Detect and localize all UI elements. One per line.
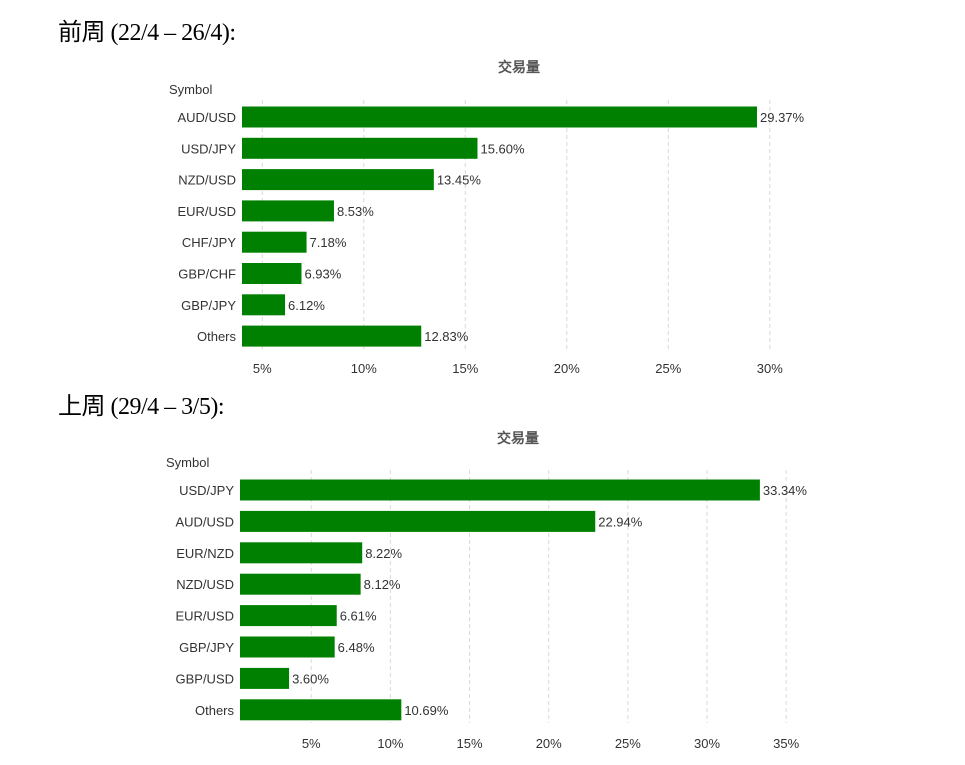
prev-value-label: 7.18% (310, 235, 347, 250)
prev-bar (242, 263, 302, 284)
last-category-label: NZD/USD (176, 577, 234, 592)
last-category-label: AUD/USD (175, 514, 234, 529)
prev-x-tick-label: 15% (452, 361, 478, 376)
last-bar (240, 542, 363, 564)
last-value-label: 3.60% (292, 671, 329, 686)
prev-x-tick-label: 20% (554, 361, 580, 376)
prev-value-label: 6.12% (288, 298, 325, 313)
prev-bar (242, 294, 286, 316)
last-value-label: 6.61% (340, 609, 377, 624)
prev-x-tick-label: 30% (757, 361, 783, 376)
last-value-label: 8.22% (365, 546, 402, 561)
last-bar (240, 636, 335, 658)
prev-bar (242, 200, 334, 222)
prev-bar (242, 137, 478, 159)
last-value-label: 33.34% (763, 483, 808, 498)
last-value-label: 10.69% (404, 703, 449, 718)
prev-category-label: GBP/JPY (181, 298, 236, 313)
prev-value-label: 6.93% (304, 267, 341, 282)
last-category-label: EUR/USD (175, 609, 234, 624)
last-value-label: 22.94% (598, 514, 643, 529)
last-x-tick-label: 20% (536, 736, 562, 751)
last-bar (240, 510, 596, 532)
prev-bar (242, 231, 307, 253)
prev-category-label: GBP/CHF (178, 267, 236, 282)
prev-category-label: EUR/USD (177, 204, 236, 219)
prev-category-label: AUD/USD (177, 110, 236, 125)
prev-category-label: NZD/USD (178, 173, 236, 188)
last-x-tick-label: 5% (302, 736, 321, 751)
last-bar (240, 667, 290, 689)
last-value-label: 6.48% (338, 640, 375, 655)
last-chart-title: 交易量 (497, 430, 539, 446)
previous-week-heading: 前周 (22/4 – 26/4): (58, 20, 236, 46)
prev-y-axis-label: Symbol (169, 82, 212, 97)
prev-category-label: Others (197, 329, 237, 344)
last-category-label: EUR/NZD (176, 546, 234, 561)
prev-category-label: USD/JPY (181, 141, 236, 156)
prev-x-tick-label: 25% (655, 361, 681, 376)
last-bar (240, 699, 402, 721)
prev-value-label: 8.53% (337, 204, 374, 219)
last-category-label: Others (195, 703, 235, 718)
last-bar (240, 573, 361, 595)
last-category-label: USD/JPY (179, 483, 234, 498)
prev-category-label: CHF/JPY (182, 235, 237, 250)
prev-bar (242, 106, 758, 128)
last-category-label: GBP/USD (175, 671, 234, 686)
prev-x-tick-label: 5% (253, 361, 272, 376)
last-value-label: 8.12% (364, 577, 401, 592)
last-x-tick-label: 15% (457, 736, 483, 751)
last-bar (240, 605, 337, 627)
last-x-tick-label: 35% (773, 736, 799, 751)
prev-chart-title: 交易量 (498, 59, 540, 75)
last-week-heading: 上周 (29/4 – 3/5): (58, 394, 225, 420)
prev-bar (242, 325, 422, 347)
prev-x-tick-label: 10% (351, 361, 377, 376)
last-x-tick-label: 10% (377, 736, 403, 751)
prev-value-label: 29.37% (760, 110, 805, 125)
previous-week-volume-chart: 交易量 Symbol 5% 10% 15% 20% 25% 30% AUD/USD 29.37% U… (169, 59, 805, 376)
last-x-tick-label: 25% (615, 736, 641, 751)
last-bar (240, 479, 760, 501)
last-x-tick-label: 30% (694, 736, 720, 751)
last-y-axis-label: Symbol (166, 455, 209, 470)
prev-bar (242, 169, 434, 191)
prev-value-label: 13.45% (437, 173, 482, 188)
prev-value-label: 12.83% (424, 329, 469, 344)
last-category-label: GBP/JPY (179, 640, 234, 655)
prev-value-label: 15.60% (480, 141, 525, 156)
